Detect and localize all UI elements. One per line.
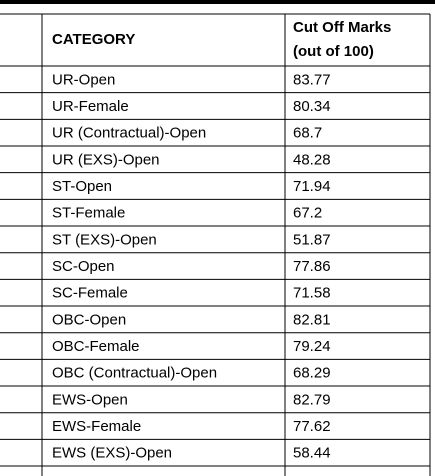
category-cell: OBC-Open [52, 311, 126, 328]
header-marks: Cut Off Marks [293, 19, 391, 36]
marks-cell: 51.87 [293, 231, 331, 248]
header-marks: (out of 100) [293, 43, 374, 60]
marks-cell: 82.81 [293, 311, 331, 328]
marks-cell: 77.62 [293, 418, 331, 435]
category-cell: ST-Open [52, 178, 112, 195]
category-cell: ST-Female [52, 205, 125, 222]
marks-cell: 68.7 [293, 125, 322, 142]
marks-cell: 77.86 [293, 258, 331, 275]
category-cell: UR-Female [52, 98, 129, 115]
category-cell: EWS-Female [52, 418, 141, 435]
category-cell: SC-Open [52, 258, 115, 275]
marks-cell: 68.29 [293, 365, 331, 382]
category-cell: UR-Open [52, 71, 115, 88]
marks-cell: 83.77 [293, 71, 331, 88]
marks-cell: 71.58 [293, 285, 331, 302]
marks-cell: 71.94 [293, 178, 331, 195]
marks-cell: 58.44 [293, 445, 331, 462]
marks-cell: 80.34 [293, 98, 331, 115]
category-cell: EWS (EXS)-Open [52, 445, 172, 462]
category-cell: OBC-Female [52, 338, 140, 355]
header-category: CATEGORY [52, 31, 135, 48]
category-cell: UR (EXS)-Open [52, 151, 160, 168]
category-cell: EWS-Open [52, 391, 128, 408]
category-cell: ST (EXS)-Open [52, 231, 157, 248]
marks-cell: 82.79 [293, 391, 331, 408]
category-cell: SC-Female [52, 285, 128, 302]
marks-cell: 79.24 [293, 338, 331, 355]
top-rule [0, 0, 435, 4]
category-cell: OBC (Contractual)-Open [52, 365, 217, 382]
marks-cell: 48.28 [293, 151, 331, 168]
marks-cell: 67.2 [293, 205, 322, 222]
category-cell: UR (Contractual)-Open [52, 125, 206, 142]
